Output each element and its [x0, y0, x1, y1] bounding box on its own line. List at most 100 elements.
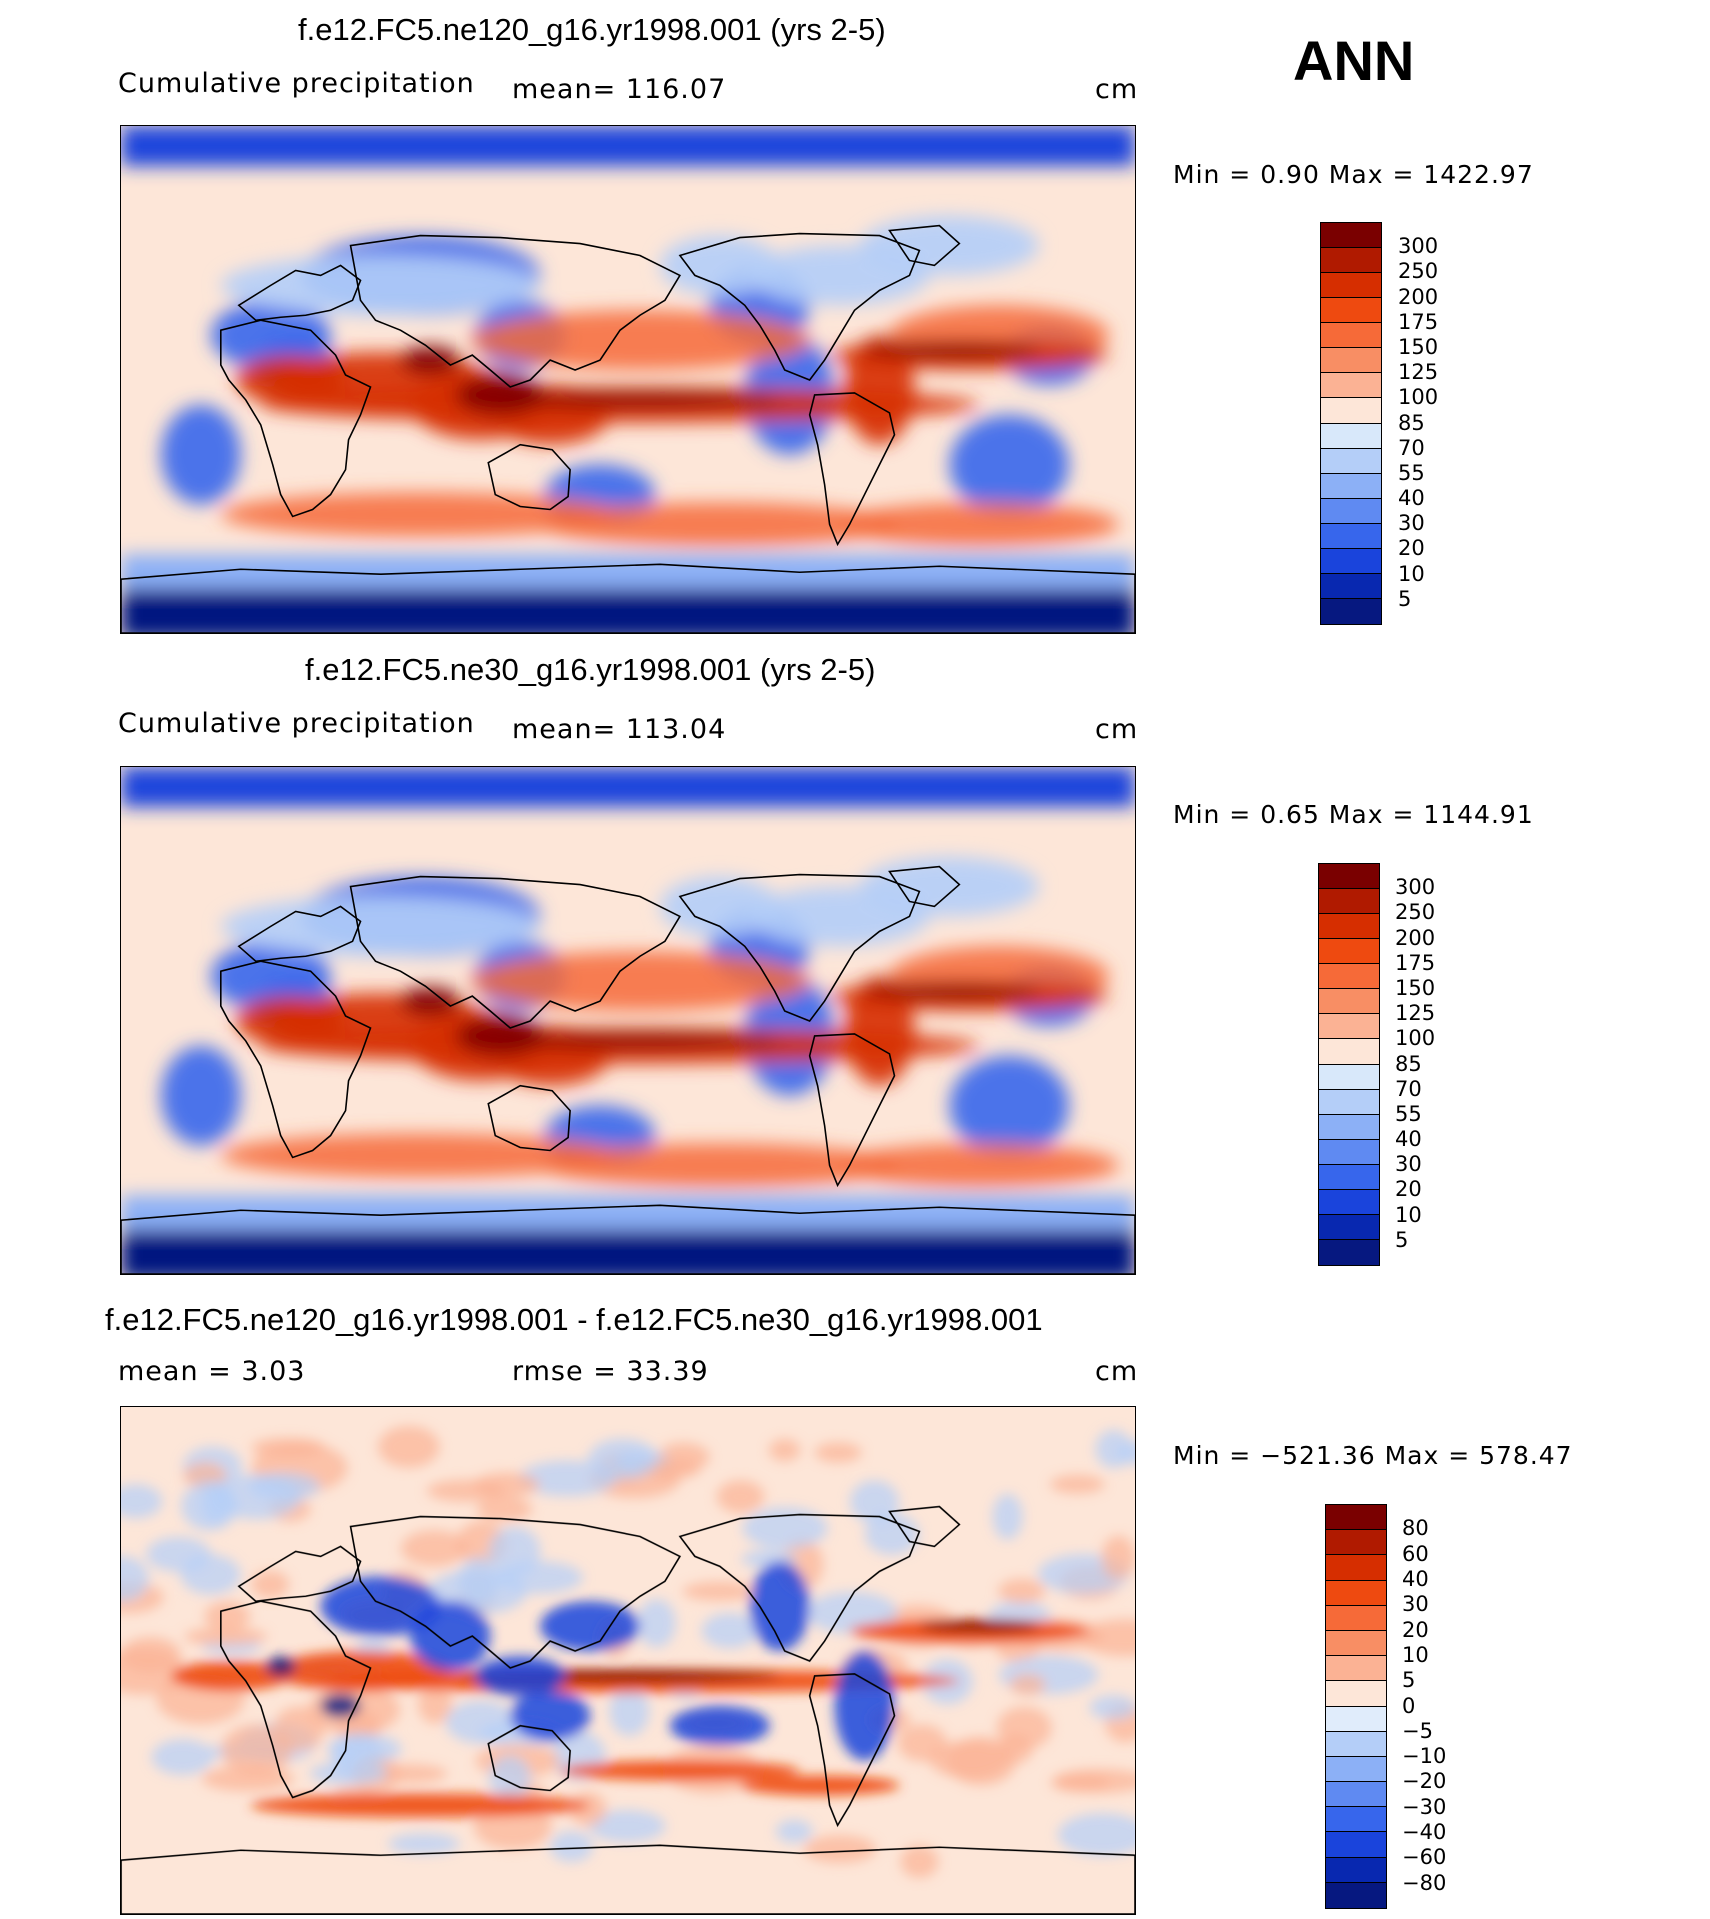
colorbar-tick-label: 100	[1398, 385, 1439, 410]
field-label: Cumulative precipitation	[118, 68, 475, 99]
mean-label: mean= 113.04	[512, 714, 727, 745]
season-label: ANN	[1293, 29, 1415, 92]
colorbar-swatch	[1326, 1605, 1386, 1631]
colorbar-swatch	[1319, 1214, 1379, 1240]
colorbar-tick-label: 55	[1395, 1101, 1422, 1126]
colorbar-tick-label: 30	[1402, 1592, 1429, 1617]
colorbar-tick-label: 125	[1395, 1001, 1436, 1026]
colorbar-tick-label: 10	[1402, 1642, 1429, 1667]
colorbar-swatch	[1319, 1014, 1379, 1040]
precip-map	[120, 125, 1136, 634]
colorbar-swatch	[1319, 914, 1379, 940]
colorbar-swatch	[1326, 1706, 1386, 1732]
colorbar-tick-label: 200	[1398, 284, 1439, 309]
precip-map	[120, 766, 1136, 1275]
difference-map	[120, 1406, 1136, 1915]
colorbar-swatch	[1321, 248, 1381, 274]
colorbar-swatch	[1326, 1681, 1386, 1707]
colorbar-swatch	[1319, 1064, 1379, 1090]
colorbar-swatch	[1321, 473, 1381, 499]
colorbar-swatch	[1321, 498, 1381, 524]
colorbar-tick-label: −30	[1402, 1794, 1447, 1819]
colorbar-tick-label: 0	[1402, 1693, 1416, 1718]
colorbar-swatch	[1319, 939, 1379, 965]
colorbar-swatch	[1319, 889, 1379, 915]
colorbar-tick-label: 125	[1398, 360, 1439, 385]
colorbar-tick-label: 70	[1398, 435, 1425, 460]
panel-title: f.e12.FC5.ne120_g16.yr1998.001 - f.e12.F…	[105, 1302, 1043, 1337]
colorbar-tick-label: −80	[1402, 1870, 1447, 1895]
map-field	[121, 767, 1135, 1274]
colorbar-tick-label: 55	[1398, 460, 1425, 485]
colorbar-swatch	[1321, 323, 1381, 349]
colorbar-ticks: 300 250 200 175 150 125 100 85 70 55 40 30 20 10 5	[1398, 222, 1478, 625]
colorbar-tick-label: 80	[1402, 1516, 1429, 1541]
colorbar-tick-label: −20	[1402, 1769, 1447, 1794]
colorbar-swatch	[1319, 1189, 1379, 1215]
colorbar	[1320, 222, 1382, 625]
panel-title: f.e12.FC5.ne120_g16.yr1998.001 (yrs 2-5)	[298, 12, 886, 47]
min-max-label: Min = 0.65 Max = 1144.91	[1173, 800, 1534, 829]
colorbar-tick-label: 250	[1398, 259, 1439, 284]
colorbar-tick-label: 85	[1398, 410, 1425, 435]
units-label: cm	[1095, 74, 1139, 105]
colorbar-tick-label: 175	[1398, 309, 1439, 334]
colorbar-ticks: 80 60 40 30 20 10 5 0 −5 −10 −20 −30 −40 −60 −80	[1402, 1504, 1482, 1909]
colorbar-swatch	[1319, 1139, 1379, 1165]
colorbar-swatch	[1326, 1530, 1386, 1556]
colorbar-tick-label: 150	[1398, 334, 1439, 359]
field-label: Cumulative precipitation	[118, 708, 475, 739]
colorbar-tick-label: 250	[1395, 900, 1436, 925]
colorbar-swatch	[1326, 1882, 1386, 1908]
colorbar-swatch	[1319, 864, 1379, 890]
colorbar-swatch	[1326, 1807, 1386, 1833]
min-max-label: Min = 0.90 Max = 1422.97	[1173, 160, 1534, 189]
colorbar-tick-label: 10	[1398, 561, 1425, 586]
colorbar-ticks: 300 250 200 175 150 125 100 85 70 55 40 30 20 10 5	[1395, 863, 1475, 1266]
colorbar-swatch	[1326, 1731, 1386, 1757]
colorbar	[1325, 1504, 1387, 1909]
colorbar-tick-label: 40	[1398, 486, 1425, 511]
colorbar-tick-label: 300	[1395, 875, 1436, 900]
colorbar-tick-label: −40	[1402, 1820, 1447, 1845]
mean-label: mean = 3.03	[118, 1356, 306, 1387]
colorbar-tick-label: 85	[1395, 1051, 1422, 1076]
colorbar-tick-label: 20	[1395, 1177, 1422, 1202]
colorbar-tick-label: 10	[1395, 1202, 1422, 1227]
colorbar-tick-label: 5	[1402, 1668, 1416, 1693]
colorbar-swatch	[1326, 1656, 1386, 1682]
colorbar-tick-label: 60	[1402, 1541, 1429, 1566]
colorbar-swatch	[1326, 1857, 1386, 1883]
colorbar-tick-label: 20	[1398, 536, 1425, 561]
colorbar-tick-label: −60	[1402, 1845, 1447, 1870]
colorbar	[1318, 863, 1380, 1266]
map-field	[121, 1407, 1135, 1914]
colorbar-swatch	[1321, 398, 1381, 424]
colorbar-swatch	[1319, 1039, 1379, 1065]
colorbar-swatch	[1321, 423, 1381, 449]
colorbar-swatch	[1319, 989, 1379, 1015]
colorbar-swatch	[1319, 1164, 1379, 1190]
colorbar-swatch	[1319, 1239, 1379, 1265]
colorbar-swatch	[1326, 1782, 1386, 1808]
colorbar-swatch	[1319, 1114, 1379, 1140]
colorbar-swatch	[1321, 598, 1381, 624]
units-label: cm	[1095, 714, 1139, 745]
colorbar-tick-label: 175	[1395, 950, 1436, 975]
colorbar-tick-label: −5	[1402, 1718, 1433, 1743]
colorbar-tick-label: 40	[1402, 1566, 1429, 1591]
colorbar-swatch	[1321, 273, 1381, 299]
colorbar-tick-label: 70	[1395, 1076, 1422, 1101]
colorbar-swatch	[1321, 548, 1381, 574]
map-field	[121, 126, 1135, 633]
colorbar-swatch	[1321, 298, 1381, 324]
colorbar-tick-label: 300	[1398, 234, 1439, 259]
colorbar-swatch	[1321, 223, 1381, 249]
colorbar-tick-label: 5	[1395, 1227, 1409, 1252]
mean-label: mean= 116.07	[512, 74, 727, 105]
colorbar-swatch	[1326, 1555, 1386, 1581]
colorbar-tick-label: 5	[1398, 586, 1412, 611]
units-label: cm	[1095, 1356, 1139, 1387]
colorbar-tick-label: 40	[1395, 1127, 1422, 1152]
colorbar-tick-label: 20	[1402, 1617, 1429, 1642]
